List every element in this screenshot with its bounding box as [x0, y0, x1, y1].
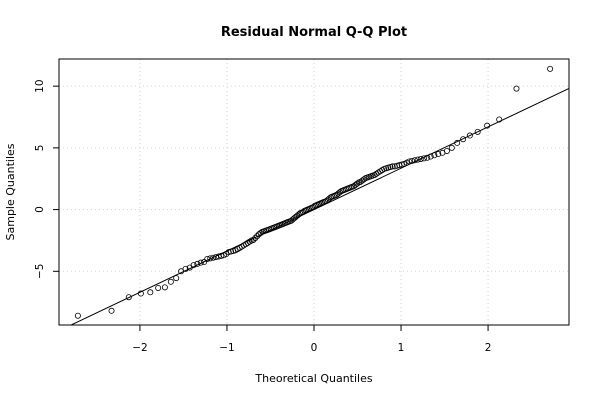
- x-tick-label: 2: [485, 342, 492, 354]
- data-point: [190, 262, 197, 269]
- data-point: [252, 234, 259, 241]
- data-point: [125, 294, 132, 301]
- data-point: [414, 156, 421, 163]
- data-point: [443, 147, 450, 154]
- data-point: [326, 195, 333, 202]
- data-point: [435, 151, 442, 158]
- y-axis-label: Sample Quantiles: [4, 143, 17, 240]
- data-point: [182, 265, 189, 272]
- data-point: [360, 176, 367, 183]
- data-point: [300, 209, 307, 216]
- data-point: [201, 259, 208, 266]
- data-point: [474, 128, 481, 135]
- y-axis: −5 0 5 10: [34, 79, 59, 279]
- data-point: [466, 132, 473, 139]
- data-point: [398, 161, 405, 168]
- data-point: [137, 290, 144, 297]
- data-point: [417, 155, 424, 162]
- data-point: [173, 275, 180, 282]
- data-point: [194, 260, 201, 267]
- data-point: [496, 116, 503, 123]
- x-tick-label: −1: [219, 342, 234, 354]
- grid: [59, 59, 569, 325]
- data-point: [448, 144, 455, 151]
- data-point: [161, 284, 168, 291]
- data-point: [427, 153, 434, 160]
- data-point: [108, 307, 115, 314]
- x-tick-label: −2: [132, 342, 147, 354]
- data-point: [406, 158, 413, 165]
- data-point: [254, 233, 261, 240]
- data-point: [210, 254, 217, 261]
- data-point: [178, 268, 185, 275]
- x-axis: −2 −1 0 1 2: [132, 325, 491, 354]
- x-tick-label: 0: [311, 342, 318, 354]
- data-point: [424, 154, 431, 161]
- data-point: [295, 211, 302, 218]
- y-tick-label: 5: [34, 145, 46, 152]
- data-point: [218, 252, 225, 259]
- data-point: [250, 236, 257, 243]
- x-axis-label: Theoretical Quantiles: [254, 372, 372, 385]
- y-tick-label: 10: [34, 79, 46, 92]
- data-point: [204, 255, 211, 262]
- chart-title: Residual Normal Q-Q Plot: [221, 25, 407, 40]
- data-point: [409, 157, 416, 164]
- data-point: [431, 152, 438, 159]
- data-point: [147, 289, 154, 296]
- x-tick-label: 1: [398, 342, 405, 354]
- data-point: [484, 122, 491, 129]
- y-tick-label: −5: [34, 264, 46, 279]
- data-point: [336, 189, 343, 196]
- data-point: [389, 163, 396, 170]
- y-tick-label: 0: [34, 206, 46, 213]
- data-point: [74, 312, 81, 319]
- data-point: [227, 248, 234, 255]
- data-point: [155, 284, 162, 291]
- data-point: [454, 139, 461, 146]
- data-point: [547, 65, 554, 72]
- data-point: [354, 180, 361, 187]
- data-point: [197, 259, 204, 266]
- data-point: [310, 204, 317, 211]
- data-point: [513, 85, 520, 92]
- data-point: [207, 255, 214, 262]
- data-points: [74, 65, 554, 319]
- data-point: [420, 155, 427, 162]
- data-point: [411, 157, 418, 164]
- data-point: [167, 278, 174, 285]
- data-point: [460, 136, 467, 143]
- data-point: [257, 230, 264, 237]
